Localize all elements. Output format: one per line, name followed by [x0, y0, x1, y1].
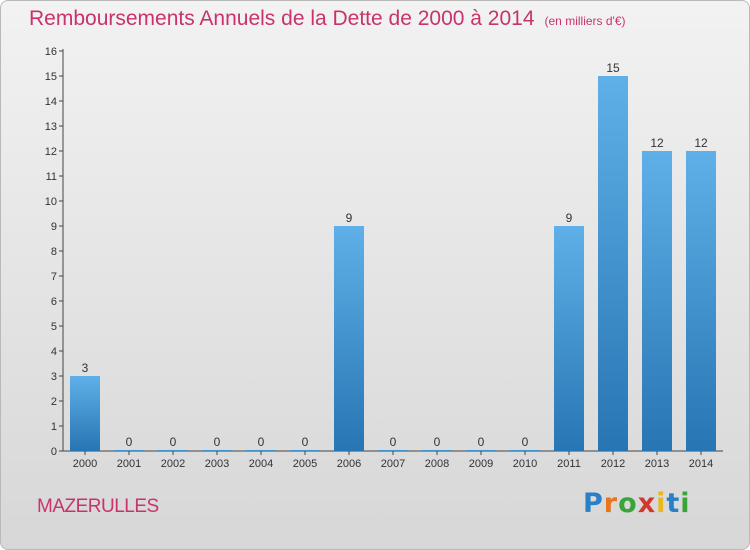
- y-tick-label: 13: [45, 121, 57, 133]
- logo-letter-i2: i: [680, 488, 691, 519]
- x-tick-label: 2004: [249, 458, 273, 470]
- bar-2005: [290, 450, 320, 451]
- y-tick-label: 15: [45, 71, 57, 83]
- x-tick-label: 2005: [293, 458, 317, 470]
- logo-letter-o: o: [618, 488, 638, 519]
- bar-2000: [70, 376, 100, 451]
- value-label-2013: 12: [650, 136, 664, 150]
- bar-2014: [686, 151, 716, 451]
- chart-bars: [70, 76, 716, 451]
- bar-2013: [642, 151, 672, 451]
- y-tick-label: 10: [45, 196, 57, 208]
- logo-letter-i: i: [656, 488, 667, 519]
- value-label-2007: 0: [390, 435, 397, 449]
- proxiti-logo[interactable]: Proxiti: [583, 488, 691, 519]
- value-label-2010: 0: [522, 435, 529, 449]
- value-label-2008: 0: [434, 435, 441, 449]
- x-tick-label: 2012: [601, 458, 625, 470]
- chart-unit-note: (en milliers d'€): [544, 14, 626, 28]
- bar-2006: [334, 226, 364, 451]
- value-label-2003: 0: [214, 435, 221, 449]
- y-tick-label: 6: [51, 296, 57, 308]
- value-label-2004: 0: [258, 435, 265, 449]
- bar-2007: [378, 450, 408, 451]
- y-tick-label: 2: [51, 396, 57, 408]
- y-tick-label: 7: [51, 271, 57, 283]
- x-tick-label: 2014: [689, 458, 713, 470]
- value-label-2014: 12: [694, 136, 708, 150]
- x-tick-label: 2013: [645, 458, 669, 470]
- y-tick-label: 11: [46, 171, 57, 183]
- y-tick-label: 9: [51, 221, 57, 233]
- y-tick-label: 8: [51, 246, 57, 258]
- y-tick-label: 5: [51, 321, 57, 333]
- value-label-2002: 0: [170, 435, 177, 449]
- commune-name: MAZERULLES: [37, 496, 159, 517]
- bar-2011: [554, 226, 584, 451]
- value-label-2009: 0: [478, 435, 485, 449]
- value-label-2012: 15: [606, 61, 620, 75]
- logo-letter-x: x: [637, 488, 657, 519]
- chart-title-text: Remboursements Annuels de la Dette de 20…: [29, 7, 535, 30]
- x-tick-label: 2011: [557, 458, 581, 470]
- y-tick-label: 3: [51, 371, 57, 383]
- value-label-2000: 3: [82, 361, 89, 375]
- x-tick-label: 2000: [73, 458, 97, 470]
- chart-title: Remboursements Annuels de la Dette de 20…: [29, 7, 626, 31]
- bar-2003: [202, 450, 232, 451]
- logo-letter-r: r: [603, 488, 619, 519]
- x-tick-label: 2007: [381, 458, 405, 470]
- x-tick-label: 2010: [513, 458, 537, 470]
- y-tick-label: 14: [45, 96, 57, 108]
- y-tick-label: 12: [45, 146, 57, 158]
- logo-letter-t: t: [666, 488, 681, 519]
- bar-2001: [114, 450, 144, 451]
- y-tick-label: 1: [51, 421, 57, 433]
- bar-2004: [246, 450, 276, 451]
- y-tick-label: 16: [45, 46, 57, 58]
- bar-2009: [466, 450, 496, 451]
- bar-2012: [598, 76, 628, 451]
- y-tick-label: 4: [51, 346, 57, 358]
- value-label-2001: 0: [126, 435, 133, 449]
- logo-letter-p: P: [583, 488, 604, 519]
- chart-value-labels: 3 0 0 0 0 0 9 0 0 0 0 9 15 12 12: [82, 61, 708, 449]
- bar-2002: [158, 450, 188, 451]
- x-tick-label: 2002: [161, 458, 185, 470]
- bar-2010: [510, 450, 540, 451]
- x-tick-label: 2001: [117, 458, 141, 470]
- value-label-2005: 0: [302, 435, 309, 449]
- value-label-2006: 9: [346, 211, 353, 225]
- bar-2008: [422, 450, 452, 451]
- y-tick-label: 0: [51, 446, 57, 458]
- x-tick-label: 2008: [425, 458, 449, 470]
- x-tick-label: 2003: [205, 458, 229, 470]
- x-tick-label: 2009: [469, 458, 493, 470]
- value-label-2011: 9: [566, 211, 573, 225]
- x-tick-label: 2006: [337, 458, 361, 470]
